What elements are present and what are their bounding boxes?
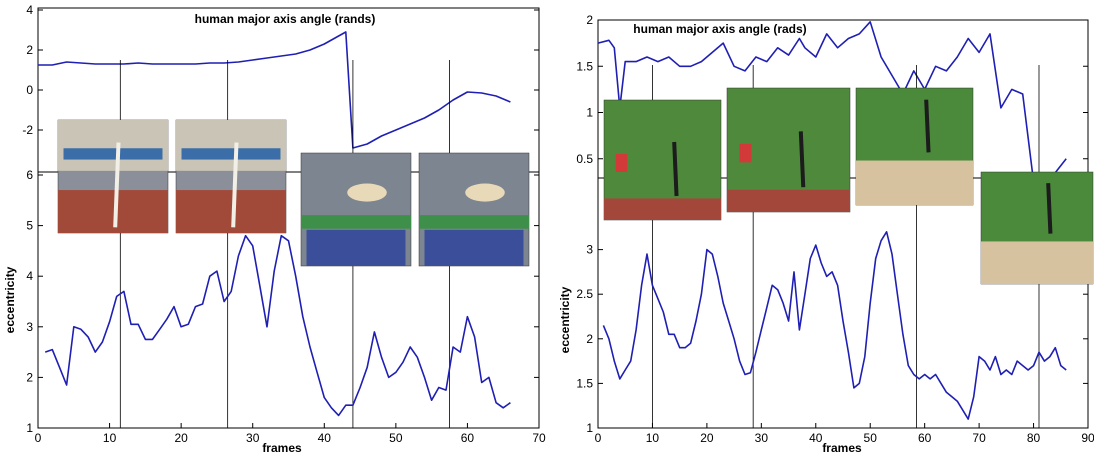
athlete-figure — [798, 131, 806, 188]
athlete-figure — [231, 142, 239, 228]
left-top-ytick-label: 0 — [26, 83, 33, 97]
running-track — [727, 189, 850, 212]
right-bottom-series-line — [602, 231, 1067, 420]
field-strip — [301, 215, 411, 229]
field-strip — [419, 215, 529, 229]
right-bottom-xtick-label: 20 — [700, 431, 714, 445]
left-top-ytick-label: -2 — [22, 123, 33, 137]
right-top-ytick-label: 2 — [586, 13, 593, 27]
right-bottom-xtick-label: 40 — [809, 431, 823, 445]
athlete-figure — [113, 142, 121, 228]
video-frame-6 — [726, 87, 851, 213]
right-bottom-ytick-label: 1.5 — [576, 376, 593, 390]
video-frame-2 — [175, 119, 287, 234]
left-bottom-ytick-label: 4 — [26, 269, 33, 283]
right-top-ytick-label: 0.5 — [576, 152, 593, 166]
right-bottom-ytick-label: 2.5 — [576, 287, 593, 301]
running-track — [176, 190, 286, 233]
left-bottom-ytick-label: 1 — [26, 421, 33, 435]
left-bottom-ytick-label: 2 — [26, 370, 33, 384]
left-bottom-ytick-label: 6 — [26, 168, 33, 182]
left-bottom-ytick-label: 3 — [26, 320, 33, 334]
left-top-ytick-label: 2 — [26, 43, 33, 57]
left-bottom-xtick-label: 60 — [461, 431, 475, 445]
left-ylabel: eccentricity — [3, 266, 17, 333]
left-video-frames — [57, 119, 530, 267]
right-bottom-xtick-label: 60 — [918, 431, 932, 445]
video-frame-1 — [57, 119, 169, 234]
sand-pit — [856, 160, 973, 205]
equipment-box — [615, 154, 628, 172]
right-top-title: human major axis angle (rads) — [633, 22, 806, 36]
right-bottom-xtick-label: 70 — [972, 431, 986, 445]
left-bottom-xtick-label: 30 — [246, 431, 260, 445]
video-frame-4 — [418, 152, 530, 267]
equipment-box — [739, 143, 752, 163]
athlete-figure — [347, 183, 387, 202]
crowd-area — [176, 120, 286, 171]
athlete-figure — [1046, 183, 1053, 234]
right-top-ytick-label: 1 — [586, 106, 593, 120]
video-frame-3 — [300, 152, 412, 267]
right-bottom-ytick-label: 1 — [586, 421, 593, 435]
sand-pit — [981, 241, 1093, 284]
left-top-ytick-label: 4 — [26, 3, 33, 17]
left-bottom-xtick-label: 50 — [389, 431, 403, 445]
right-video-frames — [603, 87, 1094, 285]
right-bottom-xtick-label: 80 — [1027, 431, 1041, 445]
video-frame-8 — [980, 171, 1094, 285]
athlete-figure — [672, 141, 679, 197]
left-bottom-xtick-label: 10 — [103, 431, 117, 445]
right-bottom-xtick-label: 0 — [595, 431, 602, 445]
crowd-area — [58, 120, 168, 171]
right-xlabel: frames — [822, 441, 862, 455]
video-frame-7 — [855, 87, 974, 206]
athlete-figure — [465, 183, 505, 202]
left-bottom-xtick-label: 70 — [532, 431, 546, 445]
athlete-figure — [924, 99, 931, 153]
video-frame-5 — [603, 99, 722, 221]
left-bottom-series-line — [44, 234, 511, 417]
right-bottom-xtick-label: 90 — [1081, 431, 1094, 445]
right-figure: 21.510.5 11.522.530 10 20 30 40 50 60 70 80 90 — [576, 13, 1094, 445]
right-ylabel: eccentricity — [558, 286, 572, 353]
right-bottom-ytick-label: 2 — [586, 332, 593, 346]
running-track — [58, 190, 168, 233]
landing-mat — [424, 229, 524, 266]
right-top-ytick-label: 1.5 — [576, 59, 593, 73]
right-bottom-xtick-label: 50 — [864, 431, 878, 445]
right-top-series-line — [597, 20, 1067, 183]
right-bottom-xtick-label: 30 — [755, 431, 769, 445]
left-bottom-xtick-label: 20 — [174, 431, 188, 445]
right-bottom-xtick-label: 10 — [646, 431, 660, 445]
left-bottom-xtick-label: 0 — [35, 431, 42, 445]
advertising-board — [181, 148, 281, 160]
left-bottom-xtick-label: 40 — [318, 431, 332, 445]
left-xlabel: frames — [262, 441, 302, 455]
left-bottom-ytick-label: 5 — [26, 219, 33, 233]
landing-mat — [306, 229, 406, 266]
right-bottom-ytick-label: 3 — [586, 243, 593, 257]
left-top-title: human major axis angle (rands) — [195, 12, 376, 26]
left-top-series-line — [38, 31, 511, 149]
running-track — [604, 198, 721, 220]
advertising-board — [63, 148, 163, 160]
